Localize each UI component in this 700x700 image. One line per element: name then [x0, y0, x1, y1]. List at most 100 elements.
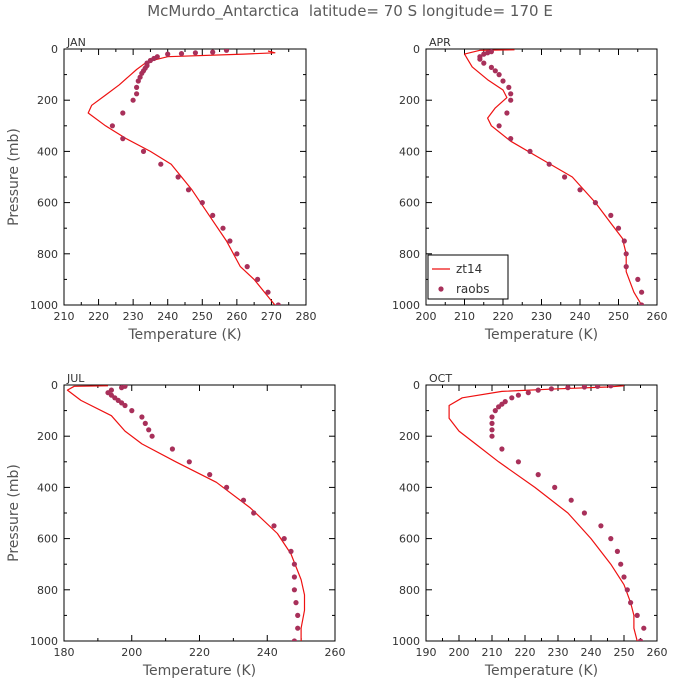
series-point-raobs — [635, 276, 641, 282]
series-point-raobs — [224, 484, 230, 490]
series-point-raobs — [271, 523, 277, 529]
series-point-raobs — [639, 289, 645, 295]
series-point-raobs — [504, 110, 510, 116]
legend-box — [427, 254, 509, 300]
panel-jul: 180 200 220 240 260 0 200 400 600 800 1000 JUL Tempe… — [6, 372, 346, 679]
series-point-raobs — [515, 392, 522, 398]
series-point-raobs — [581, 510, 588, 516]
series-point-raobs — [240, 497, 247, 503]
series-point-raobs — [508, 97, 514, 103]
panel-oct: 190 200 210 220 230 240 250 260 0 200 400 600 800 100… — [392, 372, 668, 679]
y-tick-label: 0 — [413, 379, 420, 392]
figure-title: McMurdo_Antarctica latitude= 70 S longit… — [147, 2, 553, 20]
x-tick-label: 280 — [296, 310, 317, 323]
series-point-raobs — [621, 574, 627, 580]
series-point-raobs — [492, 68, 498, 74]
y-tick-label: 400 — [37, 481, 58, 494]
y-tick-label: 600 — [399, 533, 420, 546]
series-point-raobs — [186, 459, 192, 465]
y-axis-label: Pressure (mb) — [6, 464, 22, 562]
series-point-raobs — [595, 385, 601, 389]
series-point-raobs — [615, 225, 622, 231]
series-point-raobs — [535, 472, 541, 478]
x-tick-label: 260 — [647, 646, 668, 659]
series-point-raobs — [481, 60, 487, 66]
panel-month-label: JUL — [66, 372, 85, 385]
series-point-raobs — [291, 574, 297, 580]
y-tick-label: 200 — [399, 94, 420, 107]
series-point-raobs — [227, 238, 233, 244]
series-point-raobs — [140, 148, 147, 154]
series-point-raobs — [288, 548, 294, 555]
series-point-raobs — [244, 264, 250, 270]
y-tick-label: 800 — [399, 248, 420, 261]
x-tick-label: 220 — [515, 646, 536, 659]
series-point-raobs — [508, 136, 514, 142]
series-point-raobs — [291, 561, 297, 567]
series-point-raobs — [489, 427, 495, 433]
series-point-raobs — [130, 97, 136, 103]
y-tick-label: 600 — [37, 533, 58, 546]
series-point-raobs — [548, 386, 555, 392]
x-axis-label: Temperature (K) — [484, 663, 598, 679]
series-point-raobs — [291, 638, 297, 641]
y-tick-label: 800 — [37, 248, 58, 261]
series-point-raobs — [598, 523, 604, 529]
x-tick-label: 210 — [54, 310, 75, 323]
legend-point-swatch — [438, 286, 444, 292]
series-point-raobs — [628, 600, 634, 606]
legend: zt14 raobs — [427, 254, 509, 300]
series-point-raobs — [137, 74, 143, 80]
series-point-raobs — [129, 408, 135, 414]
series-point-raobs — [210, 49, 216, 55]
series-point-raobs — [608, 536, 614, 542]
series-point-raobs — [142, 420, 148, 426]
series-line-zt14 — [66, 385, 306, 641]
series-point-raobs — [515, 459, 522, 465]
x-tick-label: 210 — [454, 310, 475, 323]
series-point-raobs — [562, 174, 568, 180]
y-tick-label: 400 — [37, 145, 58, 158]
series-point-raobs — [192, 50, 198, 56]
series-point-raobs — [122, 385, 128, 389]
y-tick-label: 600 — [37, 197, 58, 210]
x-tick-label: 240 — [581, 646, 602, 659]
series-point-raobs — [592, 200, 599, 206]
series-point-raobs — [165, 51, 171, 57]
x-tick-label: 260 — [226, 310, 247, 323]
x-axis-label: Temperature (K) — [484, 327, 598, 343]
y-tick-label: 0 — [413, 43, 420, 56]
panel-month-label: JAN — [66, 36, 86, 49]
x-tick-label: 230 — [548, 646, 569, 659]
series-point-raobs — [623, 251, 629, 257]
panel-month-label: OCT — [429, 372, 452, 385]
series-point-raobs — [489, 414, 495, 420]
series-point-raobs — [489, 433, 495, 439]
series-point-raobs — [608, 385, 614, 389]
x-tick-label: 260 — [325, 646, 346, 659]
series-point-raobs — [108, 387, 114, 393]
series-point-raobs — [120, 136, 126, 142]
series-point-raobs — [265, 289, 271, 295]
series-point-raobs — [489, 420, 495, 426]
series-point-raobs — [220, 225, 226, 231]
series-point-raobs — [488, 49, 494, 55]
y-tick-label: 0 — [51, 43, 58, 56]
series-point-raobs — [618, 561, 624, 567]
series-point-raobs — [134, 91, 140, 97]
x-tick-label: 260 — [647, 310, 668, 323]
series-point-raobs — [149, 433, 155, 439]
y-axis-label: Pressure (mb) — [6, 128, 22, 226]
series-point-raobs — [568, 497, 574, 503]
x-tick-label: 250 — [614, 646, 635, 659]
series-point-raobs — [295, 612, 301, 619]
y-tick-label: 600 — [399, 197, 420, 210]
series-point-raobs — [492, 408, 498, 414]
series-point-raobs — [581, 385, 587, 390]
series-point-raobs — [295, 625, 301, 631]
series-point-raobs — [146, 427, 152, 433]
plot-frame — [63, 48, 307, 306]
series-point-raobs — [508, 91, 514, 97]
series-point-raobs — [477, 54, 483, 60]
series-point-raobs — [109, 123, 115, 129]
